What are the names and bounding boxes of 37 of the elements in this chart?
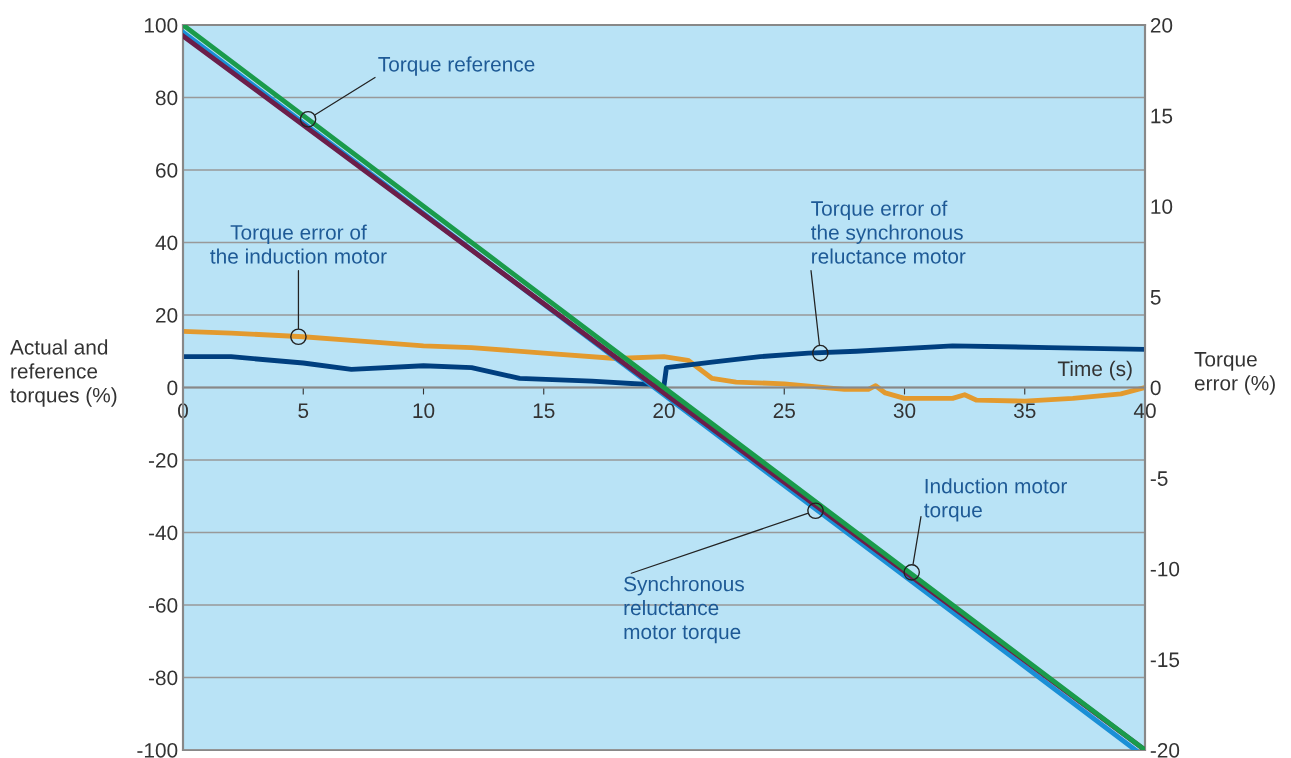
x-tick-label: 15 — [533, 403, 555, 419]
y-tick-label: 20 — [156, 308, 178, 323]
x-axis-title: Time (s) — [1057, 360, 1132, 381]
x-tick-label: 35 — [1013, 403, 1036, 419]
y-tick-label: -20 — [148, 453, 178, 468]
x-tick-label: 25 — [773, 403, 795, 419]
y-tick-label: 100 — [144, 18, 178, 33]
y2-tick-label: 10 — [1151, 199, 1173, 214]
y-tick-label: 0 — [167, 380, 178, 396]
y-tick-label: 60 — [156, 163, 178, 178]
x-tick-label: 10 — [413, 403, 435, 419]
line-series — [183, 328, 1145, 404]
y-tick-label: 80 — [155, 90, 178, 106]
annotation: Torque reference — [378, 56, 535, 76]
x-tick-label: 5 — [298, 403, 309, 419]
y2-tick-label: -5 — [1150, 471, 1168, 486]
annotation: Induction motor torque — [924, 478, 1067, 522]
y-axis-title: Actual and reference torques (%) — [10, 339, 117, 407]
annotation: Synchronous reluctance motor torque — [624, 576, 744, 644]
y2-tick-label: -15 — [1150, 652, 1180, 668]
y-tick-label: 40 — [155, 235, 178, 251]
y2-tick-label: -20 — [1150, 743, 1180, 758]
annotation: Torque error of the synchronous reluctance motor — [811, 200, 966, 264]
y-tick-label: -80 — [148, 670, 178, 686]
y2-tick-label: 20 — [1150, 18, 1173, 33]
y2-tick-label: 0 — [1150, 380, 1161, 396]
annotation: Torque error of the induction motor — [210, 224, 387, 264]
x-tick-label: 30 — [893, 403, 916, 419]
y-tick-label: -40 — [148, 525, 178, 541]
y2-tick-label: -10 — [1150, 561, 1180, 577]
x-tick-label: 20 — [653, 403, 675, 419]
y-tick-label: -100 — [137, 743, 178, 758]
y-tick-label: -60 — [148, 598, 178, 613]
y2-axis-title: Torque error (%) — [1194, 352, 1275, 395]
y2-tick-label: 15 — [1151, 108, 1173, 124]
line-series — [183, 343, 1145, 389]
y2-tick-label: 5 — [1150, 290, 1161, 305]
